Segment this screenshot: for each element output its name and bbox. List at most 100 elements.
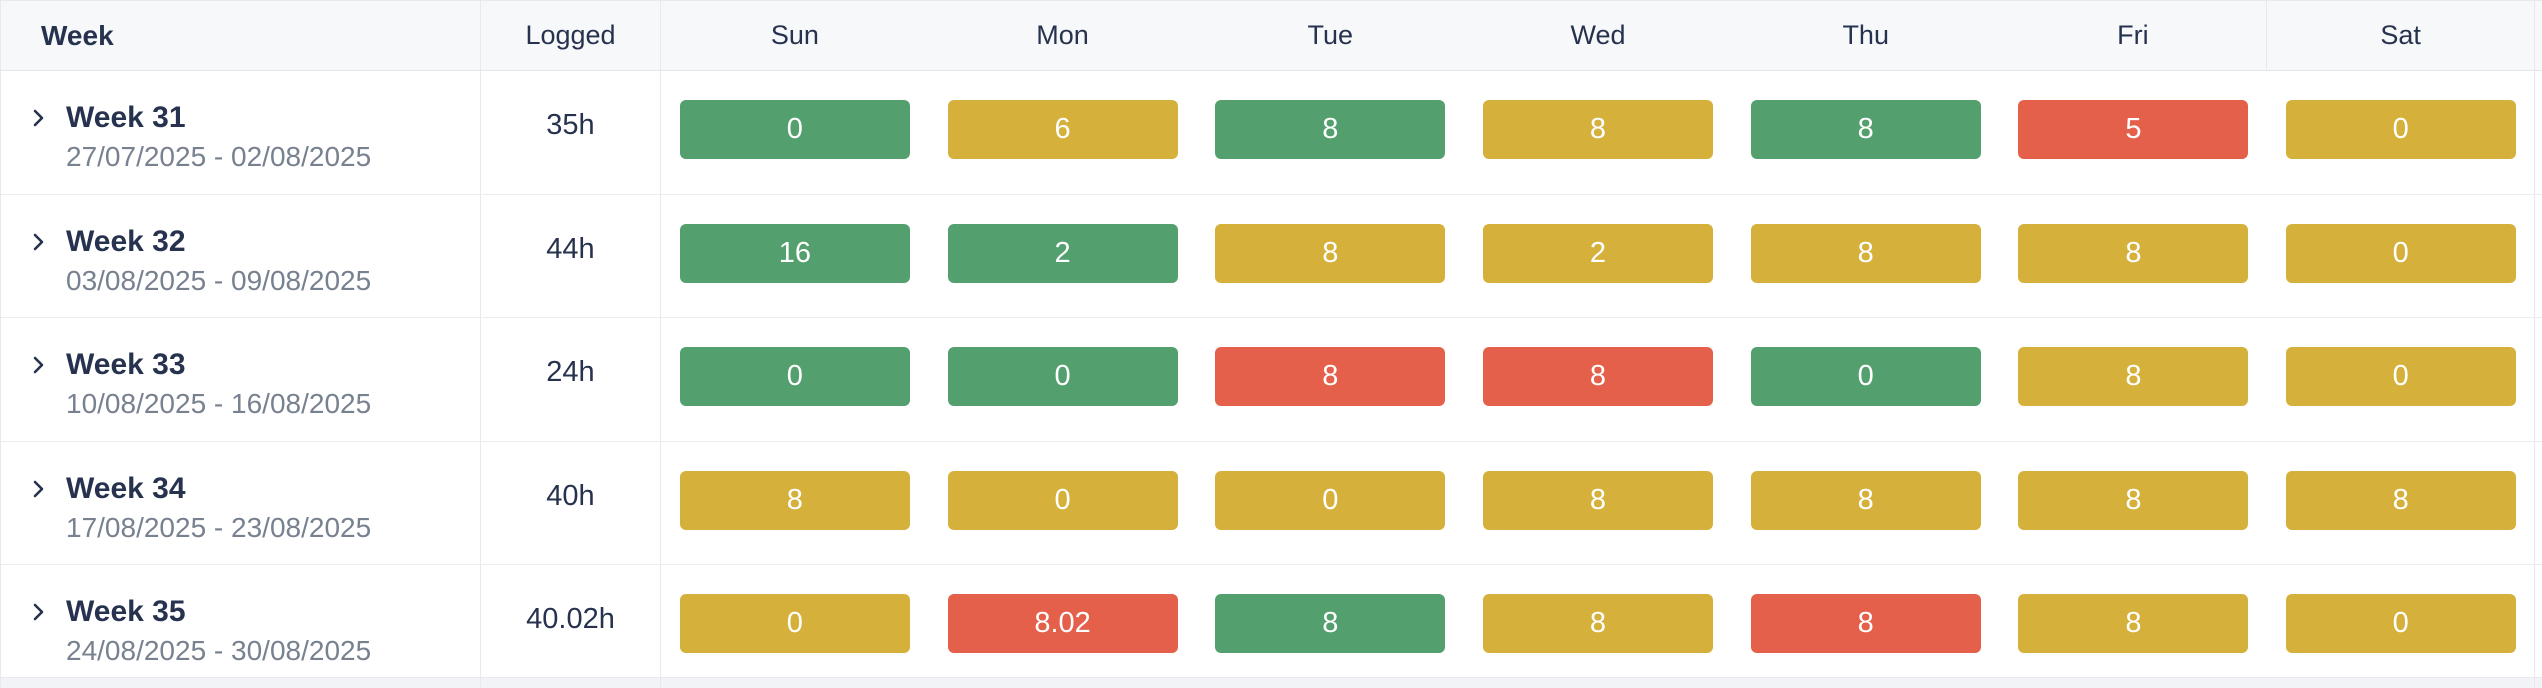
expand-row-button[interactable] xyxy=(26,107,50,131)
week-date-range: 10/08/2025 - 16/08/2025 xyxy=(66,388,372,419)
day-hours-badge[interactable]: 8.02 xyxy=(947,594,1178,653)
column-header-sun: Sun xyxy=(770,20,819,50)
day-cell-tue: 8 xyxy=(1196,318,1464,441)
week-title: Week 31 xyxy=(66,101,186,134)
day-cell-sat: 0 xyxy=(2267,565,2535,677)
column-header-tue: Tue xyxy=(1307,20,1354,50)
day-hours-badge[interactable]: 8 xyxy=(1215,347,1446,406)
day-hours-badge[interactable]: 16 xyxy=(679,224,910,283)
day-hours-badge[interactable]: 8 xyxy=(2018,347,2249,406)
day-hours-badge[interactable]: 5 xyxy=(2018,100,2249,159)
day-cell-sat: 0 xyxy=(2267,195,2535,317)
day-cell-thu: 8 xyxy=(1732,565,2000,677)
column-header-sat: Sat xyxy=(2267,1,2535,70)
day-hours-badge[interactable]: 0 xyxy=(1215,471,1446,530)
row-right-gutter xyxy=(2535,318,2542,441)
day-cell-wed: 8 xyxy=(1464,442,1732,564)
day-cell-fri: 8 xyxy=(2000,565,2268,677)
day-hours-badge[interactable]: 0 xyxy=(679,100,910,159)
header-right-gutter xyxy=(2535,1,2542,70)
week-cell: Week 35 24/08/2025 - 30/08/2025 xyxy=(1,565,481,677)
day-hours-badge[interactable]: 8 xyxy=(1750,224,1981,283)
week-title: Week 35 xyxy=(66,595,186,628)
day-hours-badge[interactable]: 0 xyxy=(1750,347,1981,406)
strip-gutter xyxy=(2535,678,2542,688)
day-cell-mon: 0 xyxy=(929,318,1197,441)
expand-row-button[interactable] xyxy=(26,354,50,378)
day-hours-badge[interactable]: 0 xyxy=(2285,100,2516,159)
day-cell-mon: 6 xyxy=(929,71,1197,194)
strip-day-cell xyxy=(1999,678,2268,688)
chevron-right-icon xyxy=(26,106,50,133)
day-hours-badge[interactable]: 8 xyxy=(1482,347,1713,406)
day-cell-thu: 8 xyxy=(1732,442,2000,564)
expand-row-button[interactable] xyxy=(26,478,50,502)
day-cell-wed: 8 xyxy=(1464,318,1732,441)
column-header-week: Week xyxy=(1,1,481,70)
day-hours-badge[interactable]: 0 xyxy=(947,471,1178,530)
week-title: Week 33 xyxy=(66,348,186,381)
week-date-range: 17/08/2025 - 23/08/2025 xyxy=(66,512,372,543)
day-hours-badge[interactable]: 0 xyxy=(947,347,1178,406)
table-row[interactable]: Week 35 24/08/2025 - 30/08/2025 40.02h 0… xyxy=(1,565,2542,678)
expand-row-button[interactable] xyxy=(26,601,50,625)
day-hours-badge[interactable]: 2 xyxy=(1482,224,1713,283)
chevron-right-icon xyxy=(26,600,50,627)
day-hours-badge[interactable]: 8 xyxy=(1482,100,1713,159)
day-hours-badge[interactable]: 0 xyxy=(679,594,910,653)
day-hours-badge[interactable]: 8 xyxy=(679,471,910,530)
day-hours-badge[interactable]: 2 xyxy=(947,224,1178,283)
row-right-gutter xyxy=(2535,71,2542,194)
chevron-right-icon xyxy=(26,477,50,504)
week-title: Week 32 xyxy=(66,225,186,258)
day-hours-badge[interactable]: 8 xyxy=(1215,100,1446,159)
day-cell-fri: 8 xyxy=(2000,442,2268,564)
week-cell: Week 33 10/08/2025 - 16/08/2025 xyxy=(1,318,481,441)
day-cell-mon: 2 xyxy=(929,195,1197,317)
table-row[interactable]: Week 31 27/07/2025 - 02/08/2025 35h 0 6 … xyxy=(1,71,2542,195)
day-hours-badge[interactable]: 0 xyxy=(679,347,910,406)
day-hours-badge[interactable]: 8 xyxy=(1750,594,1981,653)
day-hours-badge[interactable]: 0 xyxy=(2285,594,2516,653)
day-cell-wed: 8 xyxy=(1464,71,1732,194)
logged-hours: 35h xyxy=(481,71,661,194)
day-hours-badge[interactable]: 6 xyxy=(947,100,1178,159)
logged-hours: 24h xyxy=(481,318,661,441)
week-cell: Week 34 17/08/2025 - 23/08/2025 xyxy=(1,442,481,564)
day-hours-badge[interactable]: 8 xyxy=(1215,594,1446,653)
day-cell-wed: 2 xyxy=(1464,195,1732,317)
day-cell-mon: 8.02 xyxy=(929,565,1197,677)
logged-hours: 40.02h xyxy=(481,565,661,677)
day-hours-badge[interactable]: 8 xyxy=(2018,224,2249,283)
day-hours-badge[interactable]: 0 xyxy=(2285,347,2516,406)
clipped-next-row-edge xyxy=(1,678,2542,688)
column-header-wed: Wed xyxy=(1570,20,1626,50)
day-hours-badge[interactable]: 8 xyxy=(1482,594,1713,653)
day-hours-badge[interactable]: 0 xyxy=(2285,224,2516,283)
row-right-gutter xyxy=(2535,565,2542,677)
week-date-range: 24/08/2025 - 30/08/2025 xyxy=(66,635,372,666)
week-text-block: Week 31 27/07/2025 - 02/08/2025 xyxy=(66,71,371,175)
day-hours-badge[interactable]: 8 xyxy=(2018,471,2249,530)
strip-day-cell xyxy=(2267,678,2535,688)
day-hours-badge[interactable]: 8 xyxy=(1482,471,1713,530)
row-right-gutter xyxy=(2535,195,2542,317)
day-hours-badge[interactable]: 8 xyxy=(1750,100,1981,159)
day-hours-badge[interactable]: 8 xyxy=(2018,594,2249,653)
expand-row-button[interactable] xyxy=(26,231,50,255)
day-hours-badge[interactable]: 8 xyxy=(1750,471,1981,530)
day-hours-badge[interactable]: 8 xyxy=(1215,224,1446,283)
chevron-right-icon xyxy=(26,230,50,257)
table-header-row: Week Logged Sun Mon Tue Wed Thu Fri Sat xyxy=(1,1,2542,71)
day-cell-sun: 0 xyxy=(661,318,929,441)
strip-logged-cell xyxy=(481,678,661,688)
strip-week-cell xyxy=(1,678,481,688)
day-hours-badge[interactable]: 8 xyxy=(2285,471,2516,530)
day-cell-thu: 0 xyxy=(1732,318,2000,441)
week-text-block: Week 33 10/08/2025 - 16/08/2025 xyxy=(66,318,371,422)
week-text-block: Week 32 03/08/2025 - 09/08/2025 xyxy=(66,195,371,299)
logged-hours: 40h xyxy=(481,442,661,564)
table-row[interactable]: Week 34 17/08/2025 - 23/08/2025 40h 8 0 … xyxy=(1,442,2542,565)
table-row[interactable]: Week 33 10/08/2025 - 16/08/2025 24h 0 0 … xyxy=(1,318,2542,442)
table-row[interactable]: Week 32 03/08/2025 - 09/08/2025 44h 16 2… xyxy=(1,195,2542,318)
